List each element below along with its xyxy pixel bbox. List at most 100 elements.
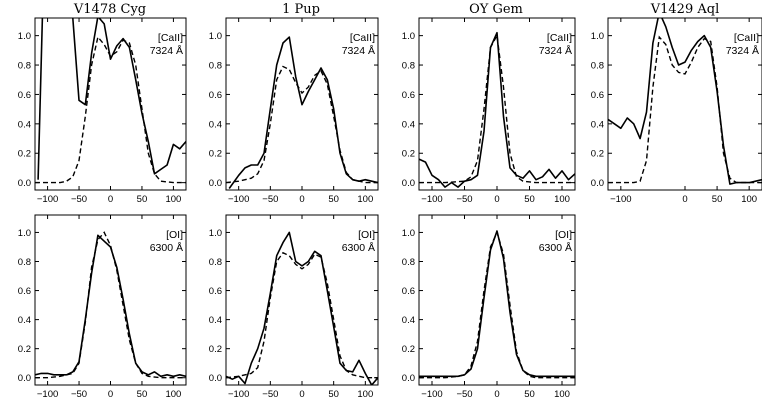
y-tick-label: 0.2 (402, 344, 415, 355)
y-tick-label: 0.6 (402, 90, 415, 101)
line-label-ion: [OI] (166, 229, 183, 241)
x-tick-label: 50 (524, 194, 535, 205)
observed-line (228, 36, 378, 189)
y-tick-label: 0.0 (402, 373, 415, 384)
panel-7: −100 −50 0 50 100 0.0 0.2 0.4 0.6 0.8 1.0 [OI]6300 … (402, 214, 576, 400)
x-tick-label: 0 (494, 389, 499, 400)
model-line (226, 251, 378, 379)
x-tick-label: −100 (421, 389, 442, 400)
panel-title-1-pup: 1 Pup (282, 2, 320, 17)
observed-line (35, 234, 186, 378)
x-tick-label: −100 (228, 389, 249, 400)
x-tick-label: −50 (262, 194, 278, 205)
model-line (35, 231, 186, 379)
line-label-wavelength: 7324 Å (726, 44, 759, 57)
y-tick-label: 0.4 (209, 119, 222, 130)
panel-5: −100 −50 0 50 100 0.0 0.2 0.4 0.6 0.8 1.0 [OI]6300 … (18, 214, 187, 400)
line-label-ion: [OI] (358, 229, 375, 241)
panel-2: −100 −50 0 50 100 0.0 0.2 0.4 0.6 0.8 1.0 [CaII]732… (209, 17, 379, 205)
y-tick-label: 1.0 (18, 31, 31, 42)
x-tick-label: 100 (554, 194, 570, 205)
line-label-wavelength: 7324 Å (342, 44, 375, 57)
panel-frame (34, 214, 187, 386)
observed-line (37, 18, 186, 180)
line-label-ion: [CaII] (158, 32, 183, 44)
panel-frame (418, 214, 576, 386)
model-line (419, 33, 575, 184)
x-tick-label: 0 (108, 194, 113, 205)
line-label-wavelength: 7324 Å (539, 44, 572, 57)
y-tick-label: 0.0 (18, 178, 31, 189)
x-tick-label: 0 (108, 389, 113, 400)
y-tick-label: 0.4 (18, 315, 31, 326)
y-tick-label: 1.0 (402, 228, 415, 239)
x-tick-label: 100 (357, 194, 373, 205)
y-tick-label: 0.8 (209, 257, 222, 268)
y-tick-label: 0.2 (402, 149, 415, 160)
x-tick-label: −100 (37, 389, 58, 400)
x-tick-label: 100 (554, 389, 570, 400)
y-tick-label: 1.0 (591, 31, 604, 42)
panel-frame (225, 214, 379, 386)
model-line (226, 65, 378, 184)
y-tick-label: 0.6 (402, 286, 415, 297)
y-tick-label: 0.2 (18, 149, 31, 160)
observed-line (419, 31, 575, 188)
y-tick-label: 0.0 (209, 178, 222, 189)
x-tick-label: 50 (328, 194, 339, 205)
y-tick-label: 0.4 (18, 119, 31, 130)
y-tick-label: 1.0 (402, 31, 415, 42)
y-tick-label: 0.8 (402, 61, 415, 72)
y-tick-label: 0.6 (209, 286, 222, 297)
y-tick-label: 0.4 (591, 119, 604, 130)
y-tick-label: 0.2 (18, 344, 31, 355)
x-tick-label: 100 (165, 194, 181, 205)
panel-1: −100 −50 0 50 100 0.0 0.2 0.4 0.6 0.8 1.0 [CaII]732… (18, 17, 187, 205)
y-tick-label: 0.8 (18, 61, 31, 72)
line-label-wavelength: 6300 Å (342, 241, 375, 254)
y-tick-label: 0.2 (591, 149, 604, 160)
y-tick-label: 0.2 (209, 149, 222, 160)
line-label-ion: [CaII] (350, 32, 375, 44)
model-line (35, 35, 186, 184)
y-tick-label: 0.0 (18, 373, 31, 384)
line-label-wavelength: 6300 Å (150, 241, 183, 254)
y-tick-label: 1.0 (209, 228, 222, 239)
y-tick-label: 0.4 (402, 315, 415, 326)
y-tick-label: 0.4 (402, 119, 415, 130)
x-tick-label: −100 (421, 194, 442, 205)
panel-title-v1478-cyg: V1478 Cyg (73, 2, 146, 17)
x-tick-label: −100 (37, 194, 58, 205)
x-tick-label: 0 (299, 194, 304, 205)
x-tick-label: 100 (741, 194, 757, 205)
y-tick-label: 1.0 (18, 228, 31, 239)
line-label-ion: [CaII] (547, 32, 572, 44)
x-tick-label: 50 (137, 389, 148, 400)
x-tick-label: 50 (328, 389, 339, 400)
line-label-wavelength: 7324 Å (150, 44, 183, 57)
line-label-ion: [CaII] (734, 32, 759, 44)
x-tick-label: 0 (682, 194, 687, 205)
y-tick-label: 0.8 (209, 61, 222, 72)
y-tick-label: 0.4 (209, 315, 222, 326)
line-label-ion: [OI] (555, 229, 572, 241)
y-tick-label: 0.0 (209, 373, 222, 384)
y-tick-label: 0.0 (591, 178, 604, 189)
panel-3: −100 −50 0 50 100 0.0 0.2 0.4 0.6 0.8 1.0 [CaII]732… (402, 17, 576, 205)
y-tick-label: 0.2 (209, 344, 222, 355)
observed-line (226, 231, 378, 385)
model-line (608, 35, 762, 184)
x-tick-label: −50 (71, 389, 87, 400)
panel-title-oy-gem: OY Gem (469, 2, 523, 17)
y-tick-label: 1.0 (209, 31, 222, 42)
x-tick-label: 100 (357, 389, 373, 400)
y-tick-label: 0.6 (18, 90, 31, 101)
x-tick-label: −100 (228, 194, 249, 205)
x-tick-label: 0 (494, 194, 499, 205)
x-tick-label: −50 (456, 194, 472, 205)
y-tick-label: 0.6 (591, 90, 604, 101)
x-tick-label: 100 (165, 389, 181, 400)
y-tick-label: 0.8 (402, 257, 415, 268)
x-tick-label: 50 (524, 389, 535, 400)
